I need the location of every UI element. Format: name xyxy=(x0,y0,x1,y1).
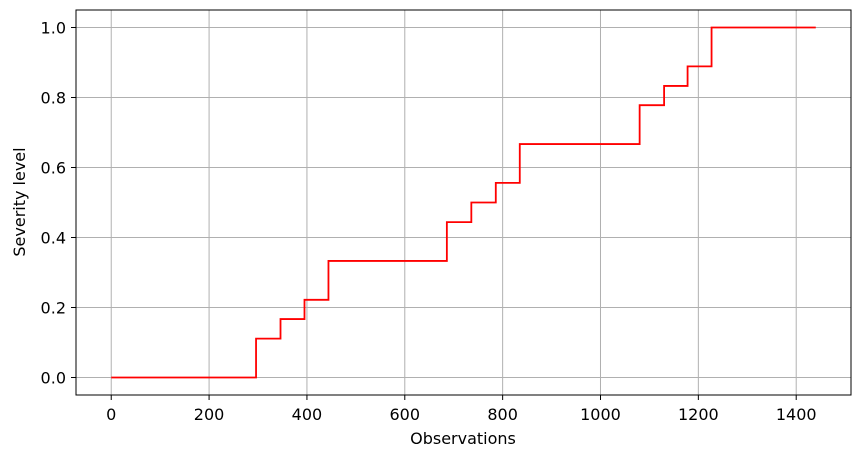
y-tick-label: 1.0 xyxy=(41,19,66,38)
x-tick-label: 1400 xyxy=(776,405,817,424)
x-tick-label: 400 xyxy=(292,405,323,424)
y-tick-label: 0.4 xyxy=(41,229,66,248)
severity-step-line xyxy=(111,26,816,379)
grid-layer xyxy=(76,10,851,395)
x-tick-label: 200 xyxy=(194,405,225,424)
x-tick-label: 1000 xyxy=(580,405,621,424)
y-tick-label: 0.0 xyxy=(41,369,66,388)
tick-layer: 0 200 400 600 800 1000 1200 1400 0.0 0.2 0.4 0.6 0.8… xyxy=(41,19,817,425)
series-layer xyxy=(111,26,816,379)
x-tick-label: 600 xyxy=(390,405,421,424)
x-axis-title: Observations xyxy=(410,429,516,448)
x-tick-label: 0 xyxy=(106,405,116,424)
x-tick-label: 800 xyxy=(487,405,518,424)
y-tick-label: 0.6 xyxy=(41,159,66,178)
x-tick-label: 1200 xyxy=(678,405,719,424)
y-tick-label: 0.2 xyxy=(41,299,66,318)
y-tick-label: 0.8 xyxy=(41,89,66,108)
plot-frame xyxy=(75,9,852,396)
y-axis-title: Severity level xyxy=(10,147,29,256)
